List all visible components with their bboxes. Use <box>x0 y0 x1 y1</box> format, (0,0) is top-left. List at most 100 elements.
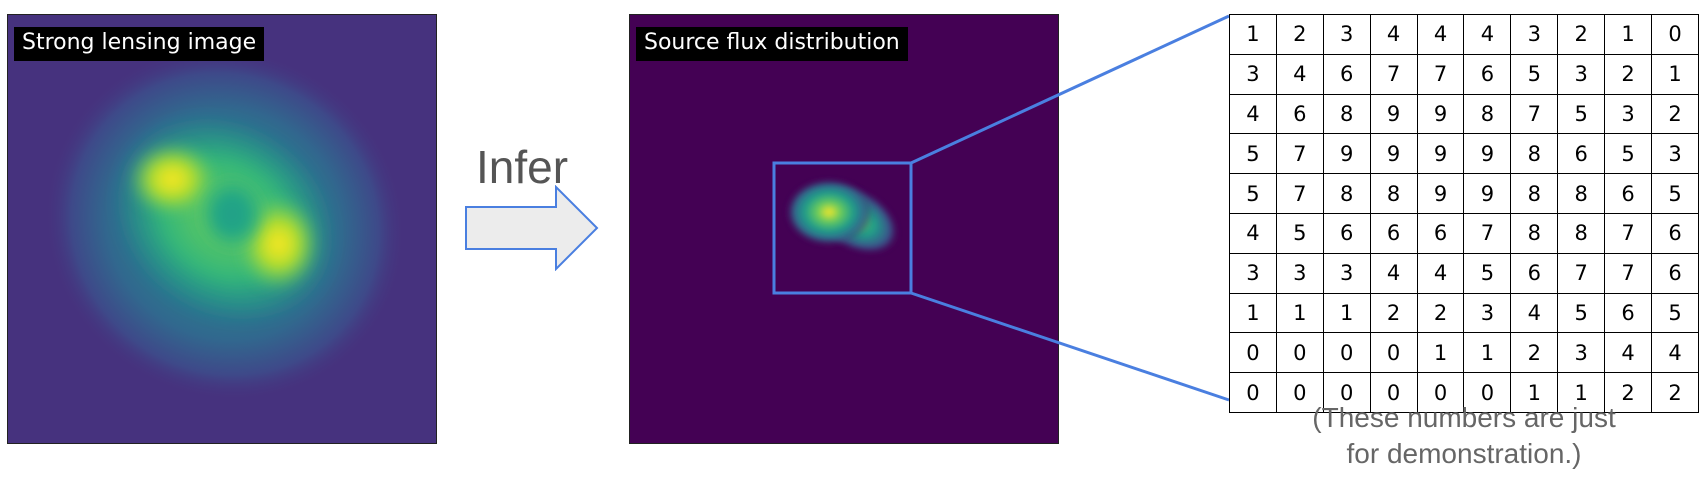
grid-cell: 2 <box>1651 372 1699 413</box>
grid-cell: 0 <box>1369 372 1418 413</box>
grid-cell: 5 <box>1651 173 1699 214</box>
grid-cell: 4 <box>1275 53 1324 95</box>
grid-cell: 6 <box>1604 292 1653 334</box>
grid-cell: 1 <box>1416 332 1465 374</box>
grid-cell: 8 <box>1557 173 1606 214</box>
grid-cell: 5 <box>1229 173 1277 214</box>
grid-cell: 9 <box>1463 173 1512 214</box>
panel-label: Source flux distribution <box>636 27 908 62</box>
grid-cell: 2 <box>1651 93 1699 135</box>
grid-cell: 2 <box>1369 292 1418 334</box>
grid-cell: 3 <box>1322 14 1371 55</box>
grid-cell: 4 <box>1416 14 1465 55</box>
grid-cell: 6 <box>1322 53 1371 95</box>
source-flux-image <box>785 178 899 255</box>
grid-cell: 1 <box>1275 292 1324 334</box>
grid-cell: 9 <box>1463 133 1512 175</box>
caption-line-1: (These numbers are just <box>1312 402 1616 433</box>
grid-cell: 5 <box>1275 212 1324 254</box>
grid-cell: 4 <box>1229 93 1277 135</box>
grid-cell: 5 <box>1604 133 1653 175</box>
grid-cell: 1 <box>1322 292 1371 334</box>
grid-cell: 6 <box>1369 212 1418 254</box>
grid-cell: 0 <box>1275 332 1324 374</box>
grid-cell: 7 <box>1463 212 1512 254</box>
grid-cell: 5 <box>1651 292 1699 334</box>
grid-cell: 8 <box>1322 93 1371 135</box>
grid-cell: 5 <box>1557 292 1606 334</box>
grid-cell: 3 <box>1275 252 1324 294</box>
grid-cell: 6 <box>1510 252 1559 294</box>
grid-cell: 8 <box>1557 212 1606 254</box>
grid-cell: 1 <box>1463 332 1512 374</box>
grid-cell: 0 <box>1463 372 1512 413</box>
grid-cell: 1 <box>1510 372 1559 413</box>
grid-cell: 6 <box>1463 53 1512 95</box>
grid-cell: 5 <box>1229 133 1277 175</box>
grid-cell: 2 <box>1416 292 1465 334</box>
grid-cell: 3 <box>1557 53 1606 95</box>
grid-cell: 7 <box>1604 212 1653 254</box>
source-flux-panel: Source flux distribution <box>629 14 1059 444</box>
grid-cell: 4 <box>1229 212 1277 254</box>
grid-cell: 3 <box>1463 292 1512 334</box>
right-arrow-icon <box>465 185 599 271</box>
grid-cell: 4 <box>1416 252 1465 294</box>
grid-cell: 0 <box>1229 332 1277 374</box>
grid-cell: 0 <box>1322 372 1371 413</box>
grid-cell: 7 <box>1416 53 1465 95</box>
grid-cell: 7 <box>1604 252 1653 294</box>
grid-cell: 9 <box>1416 173 1465 214</box>
grid-cell: 9 <box>1322 133 1371 175</box>
grid-cell: 7 <box>1369 53 1418 95</box>
grid-cell: 4 <box>1651 332 1699 374</box>
grid-cell: 3 <box>1604 93 1653 135</box>
grid-cell: 8 <box>1510 212 1559 254</box>
strong-lensing-image-panel: Strong lensing image <box>7 14 437 444</box>
grid-cell: 6 <box>1322 212 1371 254</box>
grid-cell: 4 <box>1463 14 1512 55</box>
grid-cell: 0 <box>1229 372 1277 413</box>
infer-label: Infer <box>476 141 569 193</box>
grid-cell: 9 <box>1416 133 1465 175</box>
grid-cell: 6 <box>1416 212 1465 254</box>
grid-cell: 4 <box>1510 292 1559 334</box>
grid-cell: 3 <box>1229 252 1277 294</box>
grid-cell: 8 <box>1463 93 1512 135</box>
grid-cell: 3 <box>1322 252 1371 294</box>
grid-cell: 4 <box>1369 14 1418 55</box>
grid-cell: 5 <box>1510 53 1559 95</box>
caption: (These numbers are just for demonstratio… <box>1229 400 1699 473</box>
grid-cell: 3 <box>1510 14 1559 55</box>
grid-cell: 0 <box>1651 14 1699 55</box>
caption-line-2: for demonstration.) <box>1346 438 1582 470</box>
panel-label: Strong lensing image <box>14 27 265 62</box>
grid-cell: 7 <box>1275 133 1324 175</box>
grid-cell: 8 <box>1510 173 1559 214</box>
grid-cell: 0 <box>1275 372 1324 413</box>
grid-cell: 5 <box>1463 252 1512 294</box>
grid-cell: 1 <box>1604 14 1653 55</box>
grid-cell: 9 <box>1416 93 1465 135</box>
grid-cell: 1 <box>1651 53 1699 95</box>
grid-cell: 0 <box>1369 332 1418 374</box>
grid-cell: 1 <box>1229 14 1277 55</box>
grid-cell: 6 <box>1651 212 1699 254</box>
grid-cell: 1 <box>1229 292 1277 334</box>
grid-cell: 7 <box>1557 252 1606 294</box>
grid-cell: 6 <box>1651 252 1699 294</box>
grid-cell: 2 <box>1604 372 1653 413</box>
grid-cell: 4 <box>1604 332 1653 374</box>
grid-cell: 1 <box>1557 372 1606 413</box>
grid-cell: 6 <box>1557 133 1606 175</box>
grid-cell: 6 <box>1604 173 1653 214</box>
